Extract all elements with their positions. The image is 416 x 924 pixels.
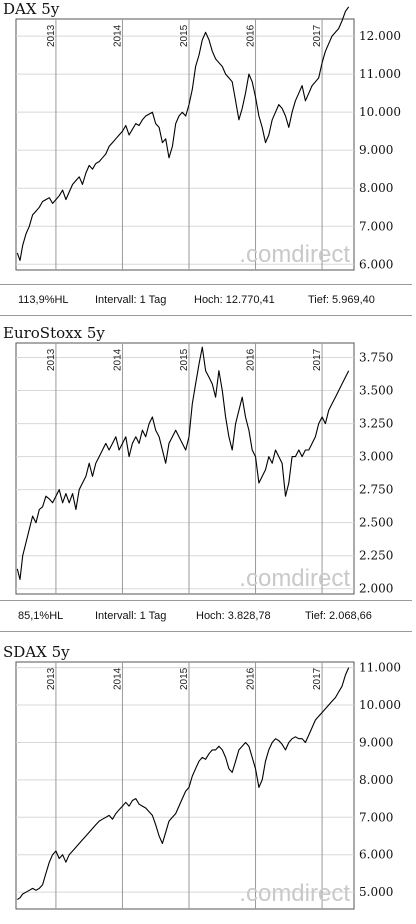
dax-chart: 6.000 7.000 8.000 9.000 10.000 11.000 12.000 20…	[15, 6, 401, 271]
y-tick-label: 6.000	[359, 257, 393, 271]
chart-title: DAX 5y	[3, 0, 60, 18]
hl-percent: 85,1%HL	[18, 610, 64, 622]
x-tick-label: 2013	[46, 24, 57, 47]
x-tick-label: 2016	[246, 24, 257, 47]
interval-label: Intervall: 1 Tag	[95, 294, 167, 306]
y-tick-label: 11.000	[359, 661, 401, 675]
y-tick-label: 3.750	[359, 351, 393, 365]
series-line	[16, 667, 350, 901]
series-line	[16, 6, 350, 262]
y-tick-label: 9.000	[359, 143, 393, 157]
x-tick-label: 2015	[179, 667, 190, 690]
x-tick-label: 2017	[312, 24, 323, 47]
stats-bar: 85,1%HL Intervall: 1 Tag Hoch: 3.828,78 …	[0, 600, 412, 632]
y-tick-label: 3.250	[359, 417, 393, 431]
plot-frame	[15, 342, 355, 595]
watermark: .comdirect	[239, 880, 350, 907]
y-tick-label: 7.000	[359, 219, 393, 233]
dax-panel: DAX 5y 6.000 7.000 8.000 9.000 10.000 11.000 1…	[0, 0, 416, 320]
y-tick-label: 2.750	[359, 483, 393, 497]
y-tick-label: 10.000	[359, 698, 401, 712]
plot-frame	[15, 661, 355, 910]
x-tick-label: 2013	[46, 667, 57, 690]
x-tick-label: 2014	[112, 348, 123, 371]
x-tick-label: 2017	[312, 348, 323, 371]
y-tick-label: 2.250	[359, 549, 393, 563]
y-tick-label: 3.500	[359, 384, 393, 398]
stats-bar: 113,9%HL Intervall: 1 Tag Hoch: 12.770,4…	[0, 284, 412, 316]
y-tick-label: 10.000	[359, 105, 401, 119]
x-tick-label: 2014	[112, 24, 123, 47]
hl-percent: 113,9%HL	[18, 294, 69, 306]
y-tick-label: 3.000	[359, 450, 393, 464]
sdax-chart: 5.000 6.000 7.000 8.000 9.000 10.000 11.000 201…	[15, 661, 401, 910]
y-tick-label: 11.000	[359, 67, 401, 81]
x-tick-label: 2016	[246, 667, 257, 690]
interval-label: Intervall: 1 Tag	[95, 610, 167, 622]
chart-title: EuroStoxx 5y	[3, 324, 105, 342]
series-line	[16, 346, 350, 581]
x-tick-label: 2016	[246, 348, 257, 371]
low-value: Tief: 2.068,66	[305, 610, 372, 622]
y-tick-label: 5.000	[359, 885, 393, 899]
chart-title: SDAX 5y	[3, 643, 70, 661]
x-tick-label: 2013	[46, 348, 57, 371]
x-tick-label: 2015	[179, 24, 190, 47]
y-tick-label: 2.000	[359, 582, 393, 596]
y-tick-label: 8.000	[359, 181, 393, 195]
eurostoxx-chart: 2.000 2.250 2.500 2.750 3.000 3.250 3.500 3.750…	[15, 342, 393, 596]
y-tick-label: 8.000	[359, 773, 393, 787]
high-value: Hoch: 12.770,41	[194, 294, 275, 306]
low-value: Tief: 5.969,40	[308, 294, 375, 306]
x-tick-label: 2015	[179, 348, 190, 371]
y-tick-label: 6.000	[359, 848, 393, 862]
y-tick-label: 12.000	[359, 29, 401, 43]
x-tick-label: 2017	[312, 667, 323, 690]
watermark: .comdirect	[239, 241, 350, 268]
y-tick-label: 9.000	[359, 735, 393, 749]
y-tick-label: 2.500	[359, 516, 393, 530]
x-tick-label: 2014	[112, 667, 123, 690]
high-value: Hoch: 3.828,78	[196, 610, 271, 622]
eurostoxx-panel: EuroStoxx 5y 2.000 2.250 2.500 2.750 3.000 3.…	[0, 324, 416, 640]
watermark: .comdirect	[239, 565, 350, 592]
plot-frame	[15, 18, 355, 271]
y-tick-label: 7.000	[359, 810, 393, 824]
sdax-panel: SDAX 5y 5.000 6.000 7.000 8.000 9.000 10.000 1…	[0, 643, 416, 924]
